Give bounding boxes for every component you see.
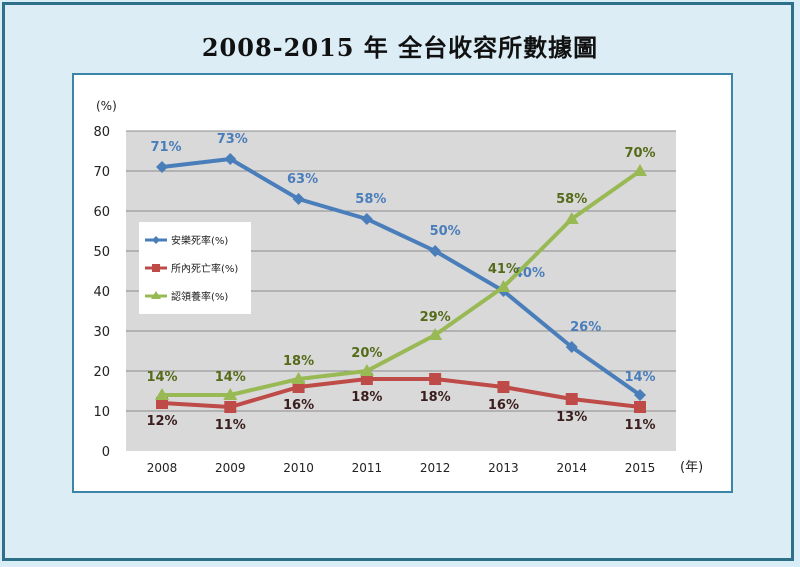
data-label: 11% — [215, 418, 246, 433]
x-tick-label: 2010 — [283, 461, 314, 475]
data-point — [360, 213, 373, 225]
data-label: 29% — [420, 310, 451, 325]
data-label: 50% — [430, 224, 461, 239]
x-axis-label: (年) — [680, 460, 703, 475]
data-label: 12% — [146, 414, 177, 429]
data-point — [156, 161, 168, 173]
data-point — [496, 280, 511, 292]
y-axis-label: (%) — [96, 99, 117, 113]
x-tick-label: 2011 — [352, 461, 383, 475]
y-tick-label: 20 — [93, 365, 110, 380]
data-point — [565, 393, 578, 405]
y-tick-label: 10 — [93, 405, 110, 420]
data-label: 13% — [556, 410, 587, 425]
y-tick-label: 60 — [93, 205, 110, 220]
x-tick-label: 2008 — [147, 461, 178, 475]
data-label: 71% — [150, 140, 181, 155]
legend-label: 安樂死率(%) — [171, 234, 228, 247]
data-point — [428, 328, 443, 340]
data-point — [224, 153, 237, 165]
y-tick-label: 0 — [102, 445, 110, 460]
data-point — [429, 245, 442, 257]
data-label: 18% — [283, 354, 314, 369]
data-point — [564, 212, 579, 224]
data-point — [292, 193, 305, 205]
data-label: 63% — [287, 172, 318, 187]
x-axis-ticks: 2008 2009 2010 2011 2012 2013 2014 2015 — [147, 461, 656, 475]
x-tick-label: 2009 — [215, 461, 246, 475]
data-point — [359, 364, 374, 376]
legend-marker — [151, 291, 161, 299]
series-line — [161, 157, 642, 397]
series-line — [161, 377, 641, 409]
legend-label: 所內死亡率(%) — [171, 262, 238, 275]
data-point — [634, 401, 646, 413]
y-axis-ticks: 0 10 20 30 40 50 60 70 80 — [93, 125, 110, 460]
data-label: 14% — [146, 370, 177, 385]
data-label: 58% — [556, 192, 587, 207]
series-group: 71%73%63%58%50%40%26%14%12% 11%16%18% 18%1… — [146, 132, 655, 433]
data-label: 70% — [624, 146, 655, 161]
y-tick-label: 50 — [93, 245, 110, 260]
data-label: 58% — [355, 192, 386, 207]
data-label: 11% — [624, 418, 655, 433]
data-point — [291, 372, 306, 384]
series-2: 14% 14% 18% 20% 29% 41% 58% 70% — [146, 146, 656, 400]
legend-marker — [152, 236, 160, 244]
y-tick-label: 40 — [93, 285, 110, 300]
data-label: 20% — [351, 346, 382, 361]
data-point — [155, 388, 169, 400]
legend: 安樂死率(%) 所內死亡率(%) 認領養率(%) — [139, 222, 251, 314]
x-tick-label: 2012 — [420, 461, 451, 475]
data-label: 16% — [488, 398, 519, 413]
data-point — [497, 381, 510, 393]
data-point — [565, 341, 578, 353]
y-tick-label: 70 — [93, 165, 110, 180]
data-label: 18% — [351, 390, 382, 405]
data-label: 41% — [488, 262, 519, 277]
data-point — [633, 164, 647, 176]
data-point — [223, 388, 238, 400]
x-tick-label: 2015 — [625, 461, 656, 475]
legend-marker — [152, 264, 160, 272]
data-point — [429, 373, 442, 385]
gridlines — [126, 130, 676, 412]
data-label: 26% — [570, 320, 601, 335]
data-point — [634, 389, 646, 401]
series-1: 12% 11% 16% 18% 18% 16% 13% 11% — [146, 373, 656, 433]
x-tick-label: 2013 — [488, 461, 519, 475]
data-label: 14% — [215, 370, 246, 385]
data-label: 73% — [217, 132, 248, 147]
y-tick-label: 80 — [93, 125, 110, 140]
series-0: 71%73%63%58%50%40%26%14% — [150, 132, 656, 401]
data-label: 18% — [420, 390, 451, 405]
data-label: 16% — [283, 398, 314, 413]
series-line — [162, 169, 642, 397]
x-tick-label: 2014 — [556, 461, 587, 475]
chart-title: 2008-2015 年 全台收容所數據圖 — [201, 33, 599, 62]
data-point — [224, 401, 237, 413]
data-label: 14% — [624, 370, 655, 385]
legend-label: 認領養率(%) — [171, 290, 228, 303]
y-tick-label: 30 — [93, 325, 110, 340]
